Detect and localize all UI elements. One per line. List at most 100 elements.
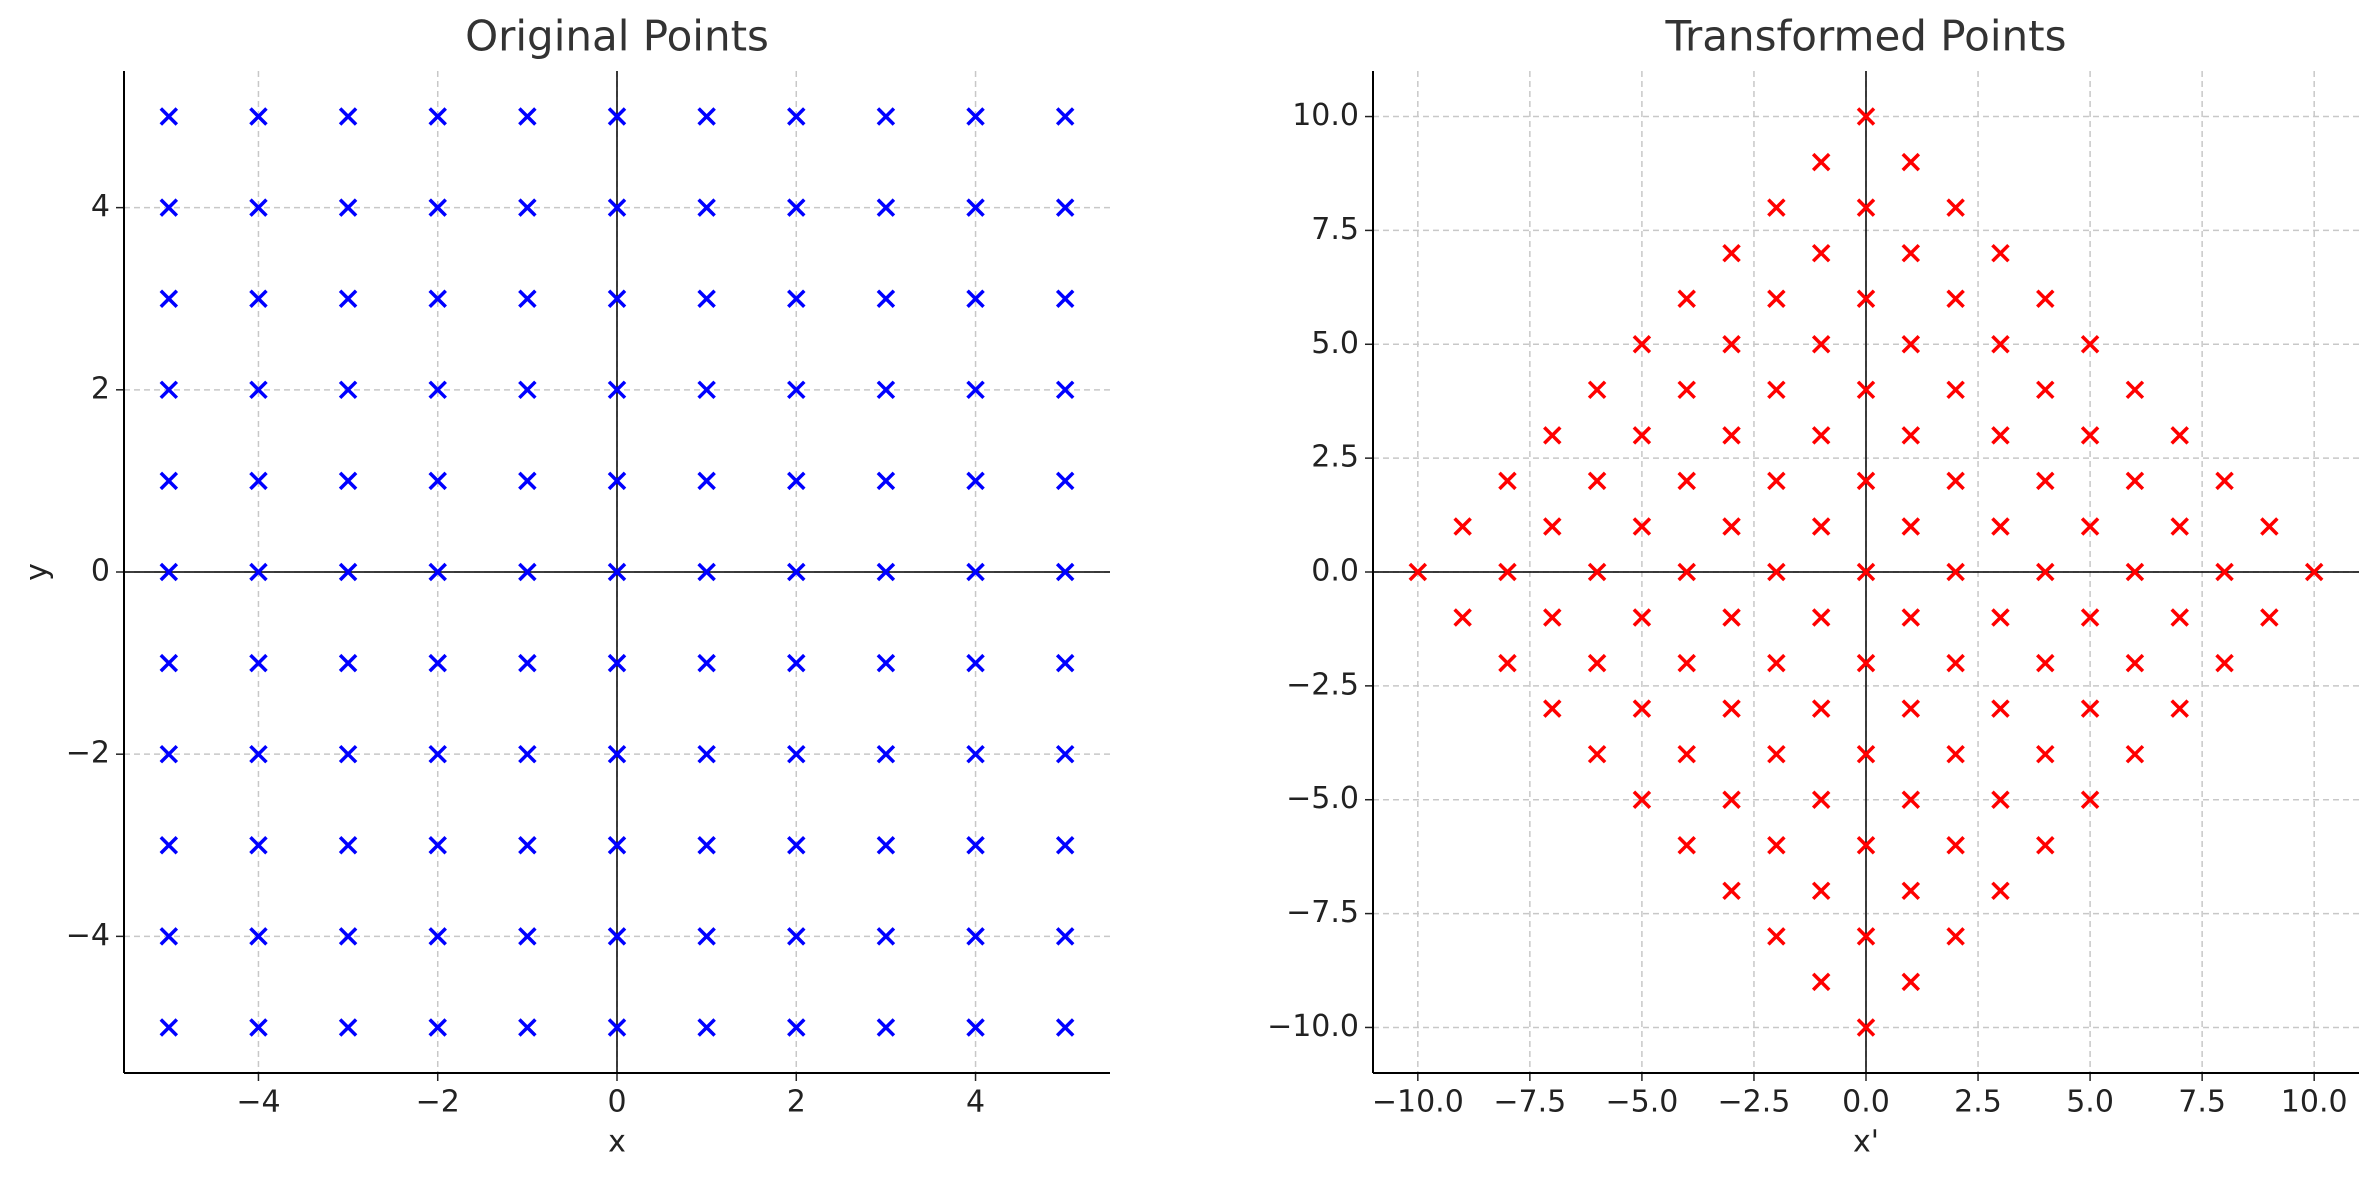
point	[338, 198, 358, 217]
point	[697, 927, 716, 946]
point	[876, 1018, 896, 1037]
point	[1408, 562, 1428, 582]
point	[607, 380, 627, 400]
point	[1767, 927, 1786, 946]
point	[1856, 289, 1876, 308]
point	[159, 1018, 179, 1037]
point	[1856, 744, 1876, 764]
point	[1901, 699, 1921, 718]
point	[518, 107, 537, 126]
point	[697, 198, 716, 217]
point	[1767, 471, 1786, 491]
point	[1901, 426, 1921, 445]
point	[1991, 790, 2010, 809]
point	[697, 471, 716, 491]
point	[1991, 608, 2010, 627]
point	[2125, 653, 2145, 673]
point	[249, 744, 268, 764]
point	[1811, 790, 1831, 809]
point	[787, 836, 806, 855]
point	[1055, 289, 1075, 308]
point	[1632, 426, 1652, 445]
point	[1055, 653, 1075, 673]
point	[966, 289, 985, 308]
point	[1901, 972, 1921, 992]
point	[428, 927, 447, 946]
point	[2036, 380, 2055, 400]
point	[518, 380, 537, 400]
point	[1901, 608, 1921, 627]
point	[697, 380, 716, 400]
point	[1677, 744, 1696, 764]
point	[2036, 836, 2055, 855]
point	[607, 744, 627, 764]
point	[2036, 289, 2055, 308]
point	[338, 380, 358, 400]
point	[1543, 517, 1562, 536]
point	[159, 927, 179, 946]
point	[159, 289, 179, 308]
point	[1946, 653, 1965, 673]
point	[2215, 562, 2234, 582]
point	[697, 836, 716, 855]
point	[428, 471, 447, 491]
point	[338, 107, 358, 126]
point	[787, 744, 806, 764]
point	[1946, 289, 1965, 308]
point	[607, 653, 627, 673]
point	[249, 471, 268, 491]
point	[159, 744, 179, 764]
point	[249, 562, 268, 582]
x-tick-label: 5.0	[2066, 1085, 2114, 1120]
point	[607, 562, 627, 582]
point	[1856, 562, 1876, 582]
point	[159, 562, 179, 582]
point	[607, 289, 627, 308]
x-tick-label: 2.5	[1954, 1085, 2002, 1120]
point	[338, 744, 358, 764]
point	[338, 562, 358, 582]
point	[1856, 836, 1876, 855]
point	[607, 836, 627, 855]
point	[1856, 927, 1876, 946]
point	[1677, 562, 1696, 582]
point	[1498, 471, 1517, 491]
point	[1811, 972, 1831, 992]
point	[2080, 335, 2100, 354]
point	[159, 380, 179, 400]
point	[338, 653, 358, 673]
point	[249, 1018, 268, 1037]
point	[1722, 243, 1741, 263]
point	[2080, 790, 2100, 809]
x-tick-label: −2.5	[1718, 1085, 1791, 1120]
point	[1543, 608, 1562, 627]
point	[249, 198, 268, 217]
point	[787, 562, 806, 582]
point	[876, 289, 896, 308]
x-tick-label: 10.0	[2281, 1085, 2348, 1120]
y-tick-label: −7.5	[1286, 895, 1359, 930]
point	[607, 471, 627, 491]
point	[2036, 562, 2055, 582]
point	[2125, 562, 2145, 582]
point	[159, 836, 179, 855]
point	[966, 562, 985, 582]
point	[159, 198, 179, 217]
point	[249, 380, 268, 400]
point	[1901, 152, 1921, 172]
point	[1587, 471, 1607, 491]
point	[966, 107, 985, 126]
point	[1856, 380, 1876, 400]
x-axis-label: x'	[1853, 1125, 1879, 1160]
y-tick-label: 7.5	[1311, 212, 1359, 247]
point	[1856, 107, 1876, 126]
point	[876, 380, 896, 400]
point	[1991, 426, 2010, 445]
point	[2036, 653, 2055, 673]
point	[338, 289, 358, 308]
point	[1722, 335, 1741, 354]
point	[2080, 699, 2100, 718]
point	[338, 471, 358, 491]
point	[338, 1018, 358, 1037]
